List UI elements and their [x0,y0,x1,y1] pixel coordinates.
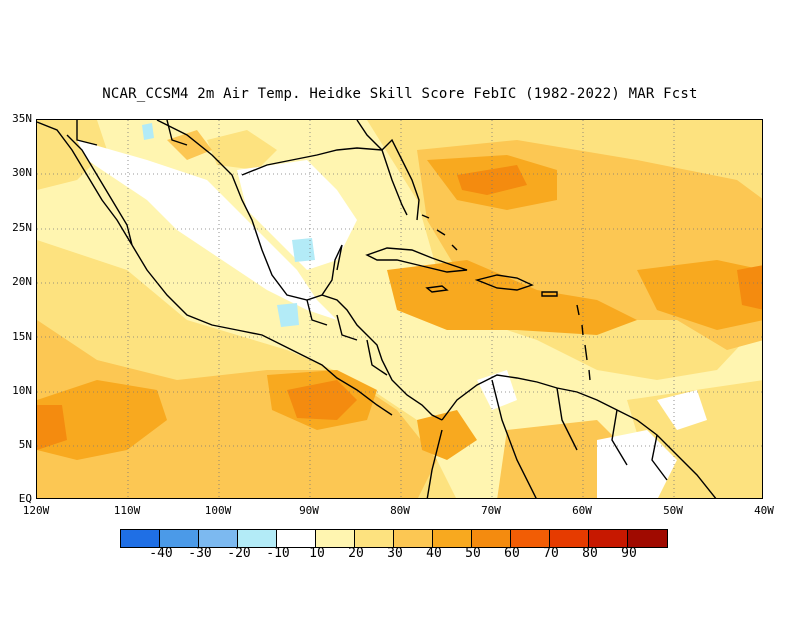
lon-label: 50W [663,504,683,517]
colorbar-swatch [511,530,550,547]
colorbar-label: 40 [426,546,442,561]
field-40-50 [37,155,762,460]
lat-label: EQ [18,492,32,505]
colorbar-label: 60 [504,546,520,561]
colorbar-swatch [355,530,394,547]
map-plot-area [36,119,763,499]
lon-label: 100W [204,504,232,517]
colorbar-label: 50 [465,546,481,561]
lat-label: 35N [12,112,32,125]
lon-label: 80W [390,504,410,517]
lat-label: 15N [12,330,32,343]
lat-label: 25N [12,221,32,234]
field-negative [142,123,315,327]
colorbar-label: 70 [543,546,559,561]
colorbar-swatch [628,530,667,547]
lon-label: 70W [481,504,501,517]
field-50-60 [37,165,762,450]
colorbar-label: 10 [309,546,325,561]
colorbar-label: 80 [582,546,598,561]
colorbar-swatch [433,530,472,547]
colorbar-swatch [121,530,160,547]
skill-score-map [37,120,762,498]
colorbar-swatch [238,530,277,547]
colorbar-swatch [589,530,628,547]
lon-label: 60W [572,504,592,517]
lon-label: 90W [299,504,319,517]
colorbar-swatch [316,530,355,547]
colorbar-swatch [472,530,511,547]
colorbar-swatch [199,530,238,547]
colorbar-label: -40 [149,546,173,561]
lat-label: 30N [12,166,32,179]
colorbar-swatch [160,530,199,547]
colorbar-swatch [394,530,433,547]
graticule [37,120,762,498]
lat-label: 5N [18,438,32,451]
lon-label: 110W [113,504,141,517]
colorbar-label: -10 [266,546,290,561]
lat-label: 20N [12,275,32,288]
colorbar-label: -20 [227,546,251,561]
colorbar-label: 20 [348,546,364,561]
colorbar [120,529,668,548]
colorbar-label: -30 [188,546,212,561]
lon-label: 40W [754,504,774,517]
colorbar-label: 30 [387,546,403,561]
coastlines [37,120,717,498]
lon-label: 120W [22,504,50,517]
colorbar-swatch [550,530,589,547]
map-title: NCAR_CCSM4 2m Air Temp. Heidke Skill Sco… [102,86,698,102]
colorbar-swatch [277,530,316,547]
colorbar-label: 90 [621,546,637,561]
lat-label: 10N [12,384,32,397]
